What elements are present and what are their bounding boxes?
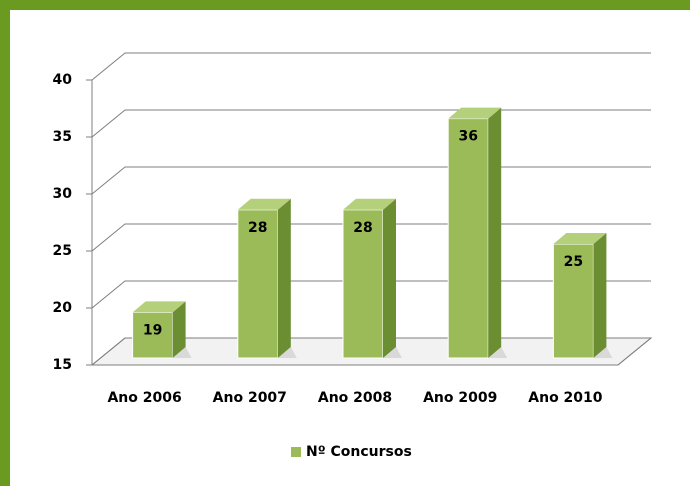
legend-label: Nº Concursos	[306, 444, 412, 460]
axis-right	[617, 337, 652, 366]
y-tick-label: 30	[53, 186, 73, 202]
bar-shadow	[172, 347, 192, 358]
bar-top	[343, 198, 396, 210]
bar-shadow	[383, 347, 402, 358]
y-tick-label: 15	[53, 357, 72, 373]
data-label: 36	[458, 129, 477, 145]
bar-top	[553, 233, 607, 244]
bar-front	[447, 118, 489, 359]
bar-side	[593, 233, 607, 358]
bar	[237, 198, 297, 359]
y-tick-label: 20	[53, 300, 73, 316]
bar-shadow	[277, 347, 297, 358]
y-tick-label: 40	[53, 72, 73, 88]
bar-side	[488, 107, 502, 358]
x-tick-label: Ano 2010	[528, 390, 603, 406]
y-tick-label: 35	[53, 129, 72, 145]
bar-top	[448, 107, 502, 119]
data-label: 25	[564, 254, 583, 270]
bar	[342, 198, 402, 359]
grid-line	[86, 52, 651, 81]
bar-front	[552, 243, 594, 359]
bar	[447, 107, 508, 359]
grid-line	[86, 109, 651, 138]
x-tick-label: Ano 2009	[423, 390, 497, 406]
bar-shadow	[593, 347, 613, 358]
bar-front	[237, 209, 279, 359]
x-tick-label: Ano 2008	[318, 390, 392, 406]
legend-swatch	[291, 447, 301, 457]
bar-front	[342, 209, 384, 359]
bar	[132, 301, 192, 359]
bar	[552, 233, 613, 359]
bar-side	[172, 301, 186, 358]
y-tick-label: 25	[53, 243, 72, 259]
grid-line	[86, 166, 651, 195]
bar-side	[277, 198, 291, 358]
bar-top	[237, 198, 291, 210]
data-label: 28	[353, 220, 372, 236]
data-label: 19	[143, 322, 162, 338]
x-tick-label: Ano 2007	[213, 390, 287, 406]
bar-side	[383, 198, 396, 358]
x-tick-label: Ano 2006	[107, 390, 181, 406]
bar-shadow	[488, 347, 508, 358]
bar-top	[132, 301, 186, 313]
data-label: 28	[248, 220, 267, 236]
